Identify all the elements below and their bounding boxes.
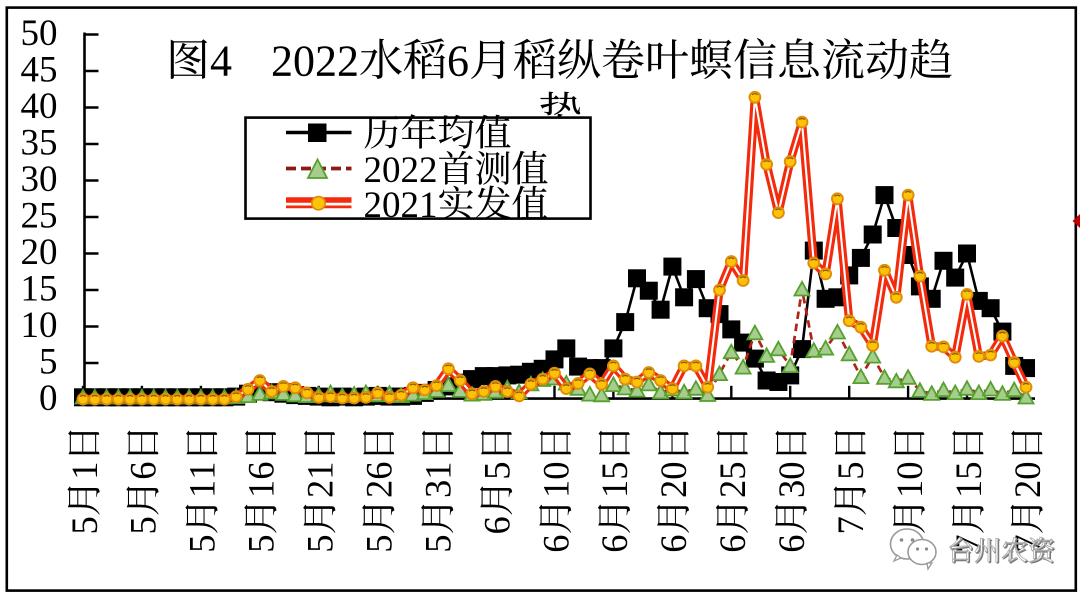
svg-text:6: 6 [359,462,400,480]
svg-text:2: 2 [337,37,359,86]
svg-text:5: 5 [359,535,400,553]
svg-text:5: 5 [64,516,105,534]
svg-text:5: 5 [594,462,635,480]
svg-text:6: 6 [771,535,812,553]
svg-text:15: 15 [21,269,58,310]
svg-text:2: 2 [712,480,753,498]
svg-text:5: 5 [712,462,753,480]
svg-text:6: 6 [241,462,282,480]
svg-text:50: 50 [21,13,58,54]
svg-text:5: 5 [948,462,989,480]
svg-text:45: 45 [21,50,58,91]
svg-text:7: 7 [830,516,871,534]
svg-text:0: 0 [382,150,401,191]
svg-text:0: 0 [39,378,58,419]
svg-text:2: 2 [1007,480,1048,498]
svg-text:2: 2 [653,480,694,498]
svg-text:5: 5 [830,461,871,479]
svg-text:6: 6 [712,535,753,553]
svg-text:0: 0 [382,185,401,226]
svg-text:2: 2 [315,37,337,86]
svg-text:5: 5 [182,535,223,553]
svg-text:2: 2 [359,480,400,498]
svg-text:2: 2 [364,185,383,226]
svg-text:1: 1 [64,461,105,479]
svg-text:0: 0 [293,37,315,86]
svg-text:0: 0 [771,462,812,480]
svg-text:0: 0 [535,462,576,480]
svg-text:2: 2 [401,185,420,226]
svg-text:30: 30 [21,159,58,200]
svg-text:6: 6 [123,461,164,479]
svg-text:5: 5 [476,461,517,479]
svg-text:1: 1 [594,480,635,498]
svg-text:0: 0 [653,462,694,480]
svg-text:2: 2 [419,150,438,191]
svg-text:1: 1 [417,462,458,480]
svg-text:2: 2 [300,480,341,498]
svg-text:2: 2 [401,150,420,191]
svg-text:5: 5 [241,535,282,553]
svg-text:1: 1 [182,462,223,480]
svg-text:35: 35 [21,123,58,164]
svg-text:3: 3 [417,480,458,498]
svg-text:6: 6 [447,37,469,86]
svg-text:2: 2 [364,150,383,191]
svg-text:1: 1 [948,480,989,498]
svg-text:5: 5 [123,516,164,534]
svg-text:1: 1 [419,185,438,226]
svg-text:10: 10 [21,305,58,346]
svg-text:1: 1 [182,480,223,498]
svg-text:6: 6 [653,535,694,553]
svg-text:20: 20 [21,232,58,273]
svg-text:1: 1 [889,480,930,498]
svg-text:3: 3 [771,480,812,498]
svg-text:25: 25 [21,196,58,237]
svg-text:2: 2 [271,37,293,86]
svg-text:0: 0 [889,462,930,480]
svg-text:1: 1 [535,480,576,498]
svg-text:5: 5 [39,342,58,383]
svg-text:5: 5 [417,535,458,553]
svg-text:1: 1 [241,480,282,498]
svg-text:6: 6 [476,516,517,534]
svg-text:6: 6 [594,535,635,553]
svg-text:4: 4 [210,37,232,86]
svg-text:6: 6 [535,535,576,553]
svg-text:0: 0 [1007,462,1048,480]
svg-text:1: 1 [300,462,341,480]
svg-text:40: 40 [21,86,58,127]
svg-text:5: 5 [300,535,341,553]
